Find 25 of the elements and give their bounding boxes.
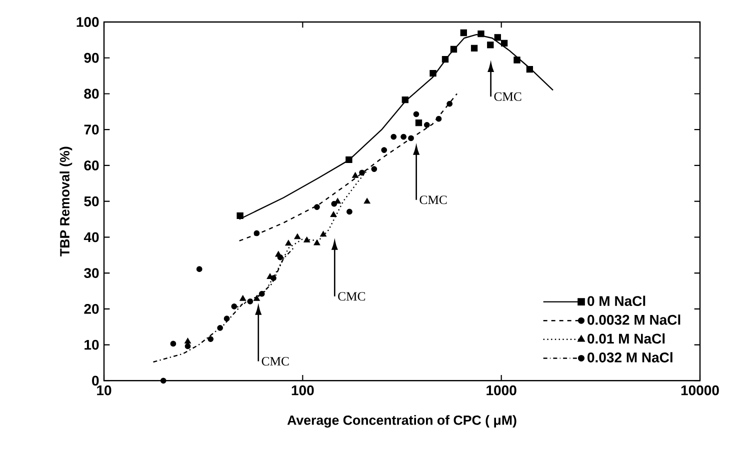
x-tick-label: 10000 bbox=[681, 385, 719, 396]
y-tick-label: 0 bbox=[92, 376, 99, 386]
y-tick-label: 100 bbox=[76, 17, 99, 27]
y-tick-label: 70 bbox=[84, 124, 99, 135]
x-tick-label: 100 bbox=[292, 385, 314, 396]
legend-label: 0.032 M NaCl bbox=[588, 352, 672, 362]
y-tick-label: 40 bbox=[84, 232, 99, 242]
y-tick-label: 20 bbox=[84, 304, 99, 314]
y-tick-label: 90 bbox=[84, 52, 99, 63]
y-tick-label: 30 bbox=[84, 268, 99, 278]
annotation: CMC bbox=[338, 292, 366, 301]
annotation: CMC bbox=[420, 196, 447, 204]
y-tick-label: 10 bbox=[84, 340, 99, 350]
x-tick-label: 10 bbox=[97, 385, 112, 396]
y-tick-label: 60 bbox=[84, 160, 99, 170]
legend-label: 0.0032 M NaCl bbox=[588, 314, 680, 325]
y-axis-title: TBP Removal (%) bbox=[60, 146, 72, 256]
annotation: CMC bbox=[494, 92, 522, 101]
legend-label: 0.01 M NaCl bbox=[588, 333, 665, 344]
y-tick-label: 80 bbox=[84, 88, 99, 99]
x-axis-title: Average Concentration of CPC ( μM) bbox=[287, 415, 516, 428]
x-tick-label: 1000 bbox=[486, 385, 516, 396]
y-tick-label: 50 bbox=[84, 196, 99, 206]
annotation: CMC bbox=[262, 357, 289, 366]
legend-label: 0 M NaCl bbox=[588, 296, 646, 306]
